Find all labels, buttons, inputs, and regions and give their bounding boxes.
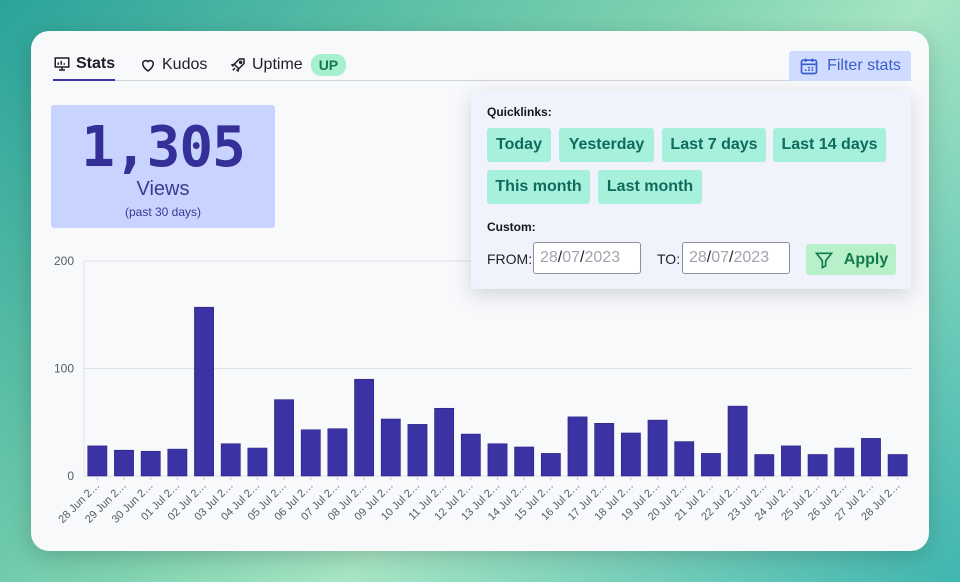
quicklink-yesterday[interactable]: Yesterday bbox=[559, 128, 654, 162]
filter-funnel-icon bbox=[814, 252, 833, 269]
y-tick-label: 100 bbox=[54, 362, 74, 376]
custom-title: Custom: bbox=[487, 220, 536, 234]
to-label: TO: bbox=[657, 251, 681, 267]
bar[interactable] bbox=[460, 433, 481, 477]
bar[interactable] bbox=[727, 405, 748, 477]
tab-kudos-label: Kudos bbox=[162, 56, 208, 73]
quicklink-this-month[interactable]: This month bbox=[487, 170, 590, 204]
bar[interactable] bbox=[620, 432, 641, 477]
bar[interactable] bbox=[807, 454, 828, 477]
from-label: FROM: bbox=[487, 251, 533, 267]
from-month[interactable]: 07 bbox=[562, 249, 581, 266]
tab-bar: Stats Kudos Uptime UP Filter stats bbox=[53, 49, 911, 81]
bar[interactable] bbox=[594, 423, 615, 477]
from-day[interactable]: 28 bbox=[540, 249, 558, 266]
bar[interactable] bbox=[887, 454, 908, 477]
bar[interactable] bbox=[647, 419, 668, 477]
bar[interactable] bbox=[861, 438, 881, 477]
bar[interactable] bbox=[327, 428, 348, 477]
views-summary: 1,305 Views (past 30 days) bbox=[51, 105, 275, 228]
to-year[interactable]: 2023 bbox=[733, 249, 770, 266]
views-count: 1,305 bbox=[81, 115, 246, 180]
tab-uptime[interactable]: Uptime UP bbox=[229, 49, 347, 81]
quicklink-last-14-days[interactable]: Last 14 days bbox=[773, 128, 886, 162]
bar[interactable] bbox=[487, 443, 508, 477]
apply-label: Apply bbox=[843, 250, 889, 268]
bar[interactable] bbox=[300, 429, 321, 477]
bar[interactable] bbox=[220, 443, 241, 477]
bar[interactable] bbox=[87, 445, 108, 477]
bar[interactable] bbox=[354, 378, 375, 477]
bar[interactable] bbox=[834, 447, 855, 477]
bar[interactable] bbox=[567, 416, 588, 477]
views-period: (past 30 days) bbox=[124, 205, 202, 219]
bar[interactable] bbox=[140, 450, 161, 477]
bar[interactable] bbox=[674, 441, 695, 477]
rocket-icon bbox=[230, 58, 245, 73]
tab-stats[interactable]: Stats bbox=[53, 49, 116, 81]
from-date-input[interactable]: 28/07/2023 bbox=[533, 242, 641, 274]
bar[interactable] bbox=[540, 453, 561, 477]
bar[interactable] bbox=[274, 399, 294, 477]
tab-uptime-label: Uptime bbox=[252, 56, 303, 73]
y-tick-label: 0 bbox=[67, 469, 74, 483]
tab-kudos[interactable]: Kudos bbox=[139, 49, 207, 81]
bar[interactable] bbox=[701, 453, 721, 477]
bar[interactable] bbox=[380, 418, 401, 477]
quicklinks-title: Quicklinks: bbox=[487, 105, 552, 119]
bar[interactable] bbox=[194, 306, 214, 477]
bar[interactable] bbox=[114, 449, 134, 477]
quicklink-last-month[interactable]: Last month bbox=[598, 170, 702, 204]
presentation-chart-icon bbox=[54, 57, 70, 71]
heart-icon bbox=[141, 59, 155, 72]
bar[interactable] bbox=[754, 454, 775, 477]
bar[interactable] bbox=[407, 424, 428, 477]
filter-panel: Quicklinks: Today Yesterday Last 7 days … bbox=[471, 91, 911, 289]
to-day[interactable]: 28 bbox=[689, 249, 707, 266]
bar[interactable] bbox=[781, 445, 801, 477]
from-year[interactable]: 2023 bbox=[584, 249, 621, 266]
quicklink-last-7-days[interactable]: Last 7 days bbox=[662, 128, 766, 162]
views-label: Views bbox=[136, 178, 190, 200]
filter-stats-button[interactable]: Filter stats bbox=[789, 51, 911, 81]
filter-stats-label: Filter stats bbox=[827, 57, 901, 74]
tab-stats-label: Stats bbox=[76, 55, 116, 72]
quicklink-today[interactable]: Today bbox=[487, 128, 551, 162]
apply-button[interactable]: Apply bbox=[806, 244, 896, 275]
bar[interactable] bbox=[247, 447, 268, 477]
bar[interactable] bbox=[167, 448, 188, 477]
y-tick-label: 200 bbox=[54, 254, 74, 268]
stats-card: 0 100 200 28 Jun 2… 29 Jun 2… 30 Jun 2… 01 Jul… bbox=[31, 31, 929, 551]
calendar-icon bbox=[800, 58, 818, 75]
to-date-input[interactable]: 28/07/2023 bbox=[682, 242, 790, 274]
bar[interactable] bbox=[434, 407, 455, 477]
uptime-status-badge: UP bbox=[310, 54, 347, 76]
bar[interactable] bbox=[514, 446, 535, 477]
to-month[interactable]: 07 bbox=[711, 249, 730, 266]
